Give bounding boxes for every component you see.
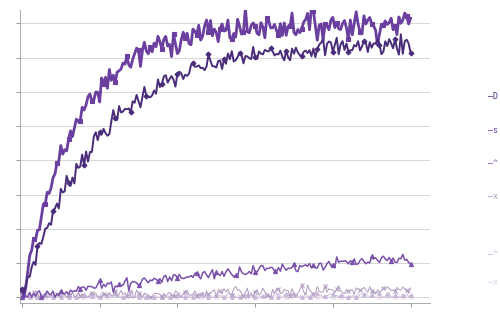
Text: —^: —^ bbox=[488, 250, 498, 259]
Text: —s: —s bbox=[488, 126, 498, 135]
Text: —D: —D bbox=[488, 92, 498, 101]
Text: —x: —x bbox=[488, 278, 498, 287]
Text: —x: —x bbox=[488, 192, 498, 201]
Text: —^: —^ bbox=[488, 159, 498, 168]
